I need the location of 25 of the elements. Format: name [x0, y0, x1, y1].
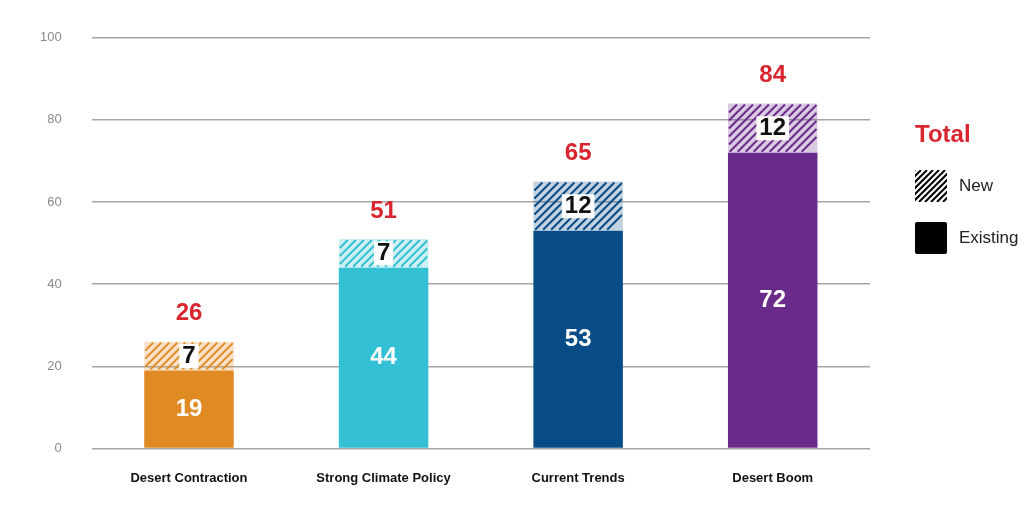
y-tick-label: 0 [54, 439, 62, 455]
x-tick-label: Current Trends [531, 469, 625, 485]
y-tick-label: 40 [47, 275, 62, 291]
data-label: 72 [759, 284, 787, 312]
data-label: 12 [564, 190, 592, 218]
data-label: 7 [376, 237, 391, 265]
text: Existing [959, 228, 1019, 248]
x-tick-label: Desert Boom [732, 469, 814, 485]
x-tick-label: Strong Climate Policy [316, 469, 452, 485]
total-label: 26 [175, 298, 203, 326]
text: New [959, 176, 994, 196]
data-label: 44 [370, 342, 398, 370]
y-tick-label: 100 [39, 29, 62, 45]
y-tick-label: 20 [47, 357, 62, 373]
data-label: 12 [759, 112, 787, 140]
total-label: 51 [370, 195, 397, 223]
total-label: 84 [759, 60, 787, 88]
x-tick-label: Desert Contraction [130, 469, 248, 485]
data-label: 19 [175, 393, 203, 421]
data-label: 7 [182, 340, 196, 368]
data-label: 53 [564, 323, 592, 351]
y-tick-label: 60 [47, 193, 62, 209]
total-label: 65 [564, 138, 592, 166]
y-tick-label: 80 [47, 111, 62, 127]
legend-title: Total [915, 120, 972, 148]
